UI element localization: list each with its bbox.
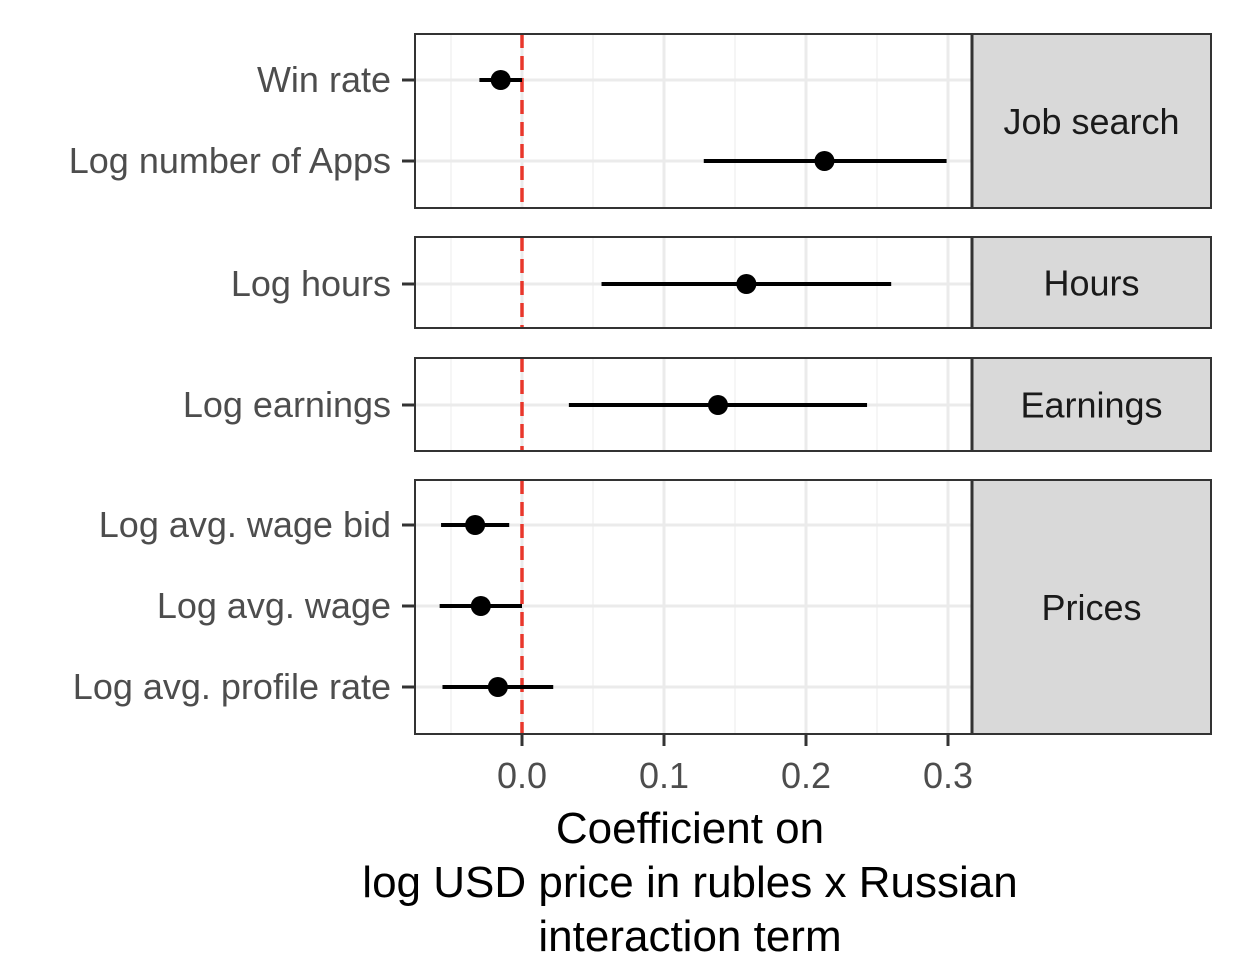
point-estimate xyxy=(814,151,835,171)
y-tick-label: Log number of Apps xyxy=(69,140,391,181)
x-axis-title-line: log USD price in rubles x Russian xyxy=(362,858,1017,907)
y-tick-label: Log hours xyxy=(231,263,391,304)
facet-strip-label: Prices xyxy=(1041,587,1141,628)
facet-strip-label: Job search xyxy=(1003,101,1179,142)
x-tick-label: 0.0 xyxy=(497,755,547,796)
x-tick-label: 0.2 xyxy=(781,755,831,796)
facet-strip-label: Earnings xyxy=(1020,385,1162,426)
point-estimate xyxy=(707,395,728,415)
facet-strip xyxy=(971,33,1212,209)
x-axis-title-line: interaction term xyxy=(538,912,841,961)
y-tick-label: Log avg. profile rate xyxy=(73,666,391,707)
point-estimate xyxy=(736,274,757,294)
y-tick-label: Log avg. wage bid xyxy=(99,504,391,545)
facet-strip xyxy=(971,236,1212,329)
point-estimate xyxy=(490,70,511,90)
y-tick-label: Log avg. wage xyxy=(157,585,391,626)
panel-background xyxy=(415,34,972,208)
facet-strip xyxy=(971,357,1212,452)
point-estimate xyxy=(470,596,491,616)
x-axis-title-line: Coefficient on xyxy=(556,804,824,853)
x-tick-label: 0.3 xyxy=(923,755,973,796)
facet-strip xyxy=(971,479,1212,735)
y-tick-label: Win rate xyxy=(257,59,391,100)
facet-strip-label: Hours xyxy=(1043,263,1139,304)
x-tick-label: 0.1 xyxy=(639,755,689,796)
point-estimate xyxy=(487,677,508,697)
point-estimate xyxy=(465,515,486,535)
y-tick-label: Log earnings xyxy=(183,384,391,425)
